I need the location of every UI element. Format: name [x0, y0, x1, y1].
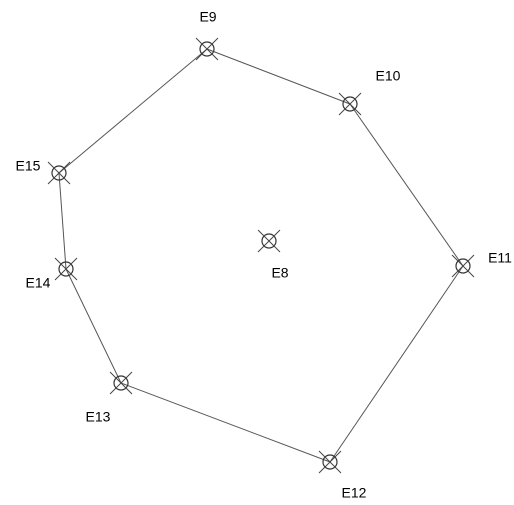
node-label: E14: [26, 275, 51, 291]
node-marker: [199, 41, 215, 57]
node-label: E8: [271, 265, 288, 281]
node-marker: [261, 233, 277, 249]
node-marker: [342, 96, 358, 112]
node-cross: [109, 371, 133, 395]
node-marker: [455, 258, 471, 274]
node-cross: [257, 229, 281, 253]
edge: [206, 48, 351, 105]
edge: [349, 103, 464, 267]
node-cross: [195, 37, 219, 61]
node-label: E9: [199, 9, 216, 25]
node-label: E11: [488, 250, 512, 266]
node-cross: [318, 450, 342, 474]
edge: [58, 48, 208, 174]
node-marker: [51, 165, 67, 181]
node-cross: [47, 161, 71, 185]
edge: [120, 382, 331, 463]
edge: [329, 265, 464, 463]
node-cross: [54, 257, 78, 281]
node-label: E13: [86, 409, 111, 425]
node-label: E12: [342, 485, 367, 501]
node-cross: [451, 254, 475, 278]
node-marker: [322, 454, 338, 470]
node-marker: [113, 375, 129, 391]
edge: [58, 172, 67, 270]
node-label: E15: [16, 158, 41, 174]
edge: [65, 268, 122, 384]
node-cross: [338, 92, 362, 116]
node-label: E10: [376, 68, 401, 84]
node-marker: [58, 261, 74, 277]
